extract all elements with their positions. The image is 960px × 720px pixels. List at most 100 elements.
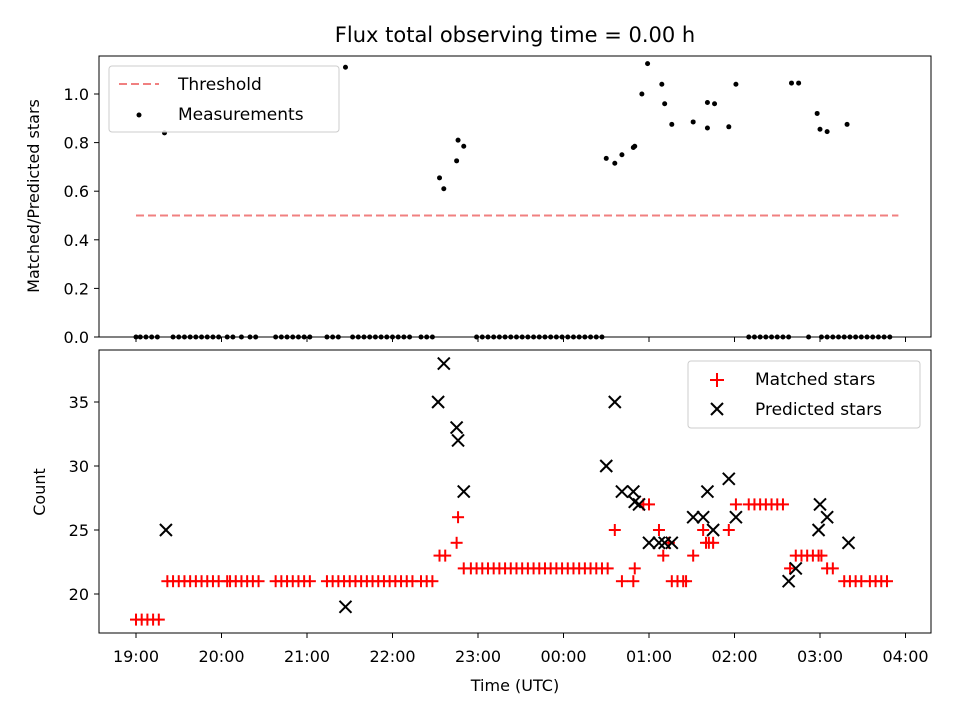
- measurement-point: [437, 175, 443, 181]
- top-y-tick-label: 0.8: [64, 134, 89, 153]
- legend-threshold-label: Threshold: [177, 75, 262, 95]
- matched-point: [880, 575, 893, 588]
- legend-matched-swatch: [710, 373, 724, 387]
- measurement-point: [844, 121, 850, 127]
- measurement-point: [704, 125, 710, 131]
- measurement-point: [645, 61, 651, 67]
- measurement-point: [632, 143, 638, 149]
- predicted-point: [665, 536, 679, 550]
- measurement-point: [726, 124, 732, 130]
- measurement-point: [690, 119, 696, 125]
- legend-predicted-swatch: [710, 402, 724, 416]
- predicted-point: [820, 510, 834, 524]
- matched-point: [652, 524, 665, 536]
- top-y-tick-label: 0.4: [64, 231, 89, 250]
- top-y-ticks: 0.0 0.2 0.4 0.6 0.8 1.0: [64, 85, 99, 347]
- bottom-axes-frame: [98, 349, 932, 634]
- top-y-axis-label: Matched/Predicted stars: [24, 99, 43, 293]
- matched-point: [627, 575, 640, 588]
- predicted-point: [451, 433, 465, 448]
- matched-point: [252, 575, 265, 588]
- measurement-point: [342, 64, 348, 70]
- measurement-point: [603, 155, 609, 161]
- predicted-point: [813, 497, 827, 512]
- matched-point: [152, 613, 165, 626]
- predicted-point: [449, 420, 464, 435]
- measurement-point: [789, 80, 794, 86]
- figure-title: Flux total observing time = 0.00 h: [335, 23, 695, 47]
- bottom-x-tick-label: 00:00: [540, 647, 586, 666]
- bottom-y-tick-label: 30: [69, 457, 89, 476]
- predicted-point: [652, 536, 666, 550]
- matched-point: [784, 562, 797, 575]
- matched-point: [776, 498, 789, 511]
- predicted-point: [615, 484, 629, 499]
- top-y-tick-label: 1.0: [64, 85, 89, 104]
- bottom-y-axis-label: Count: [30, 468, 49, 516]
- predicted-point: [437, 356, 451, 371]
- bottom-y-tick-label: 20: [69, 585, 89, 604]
- predicted-point: [696, 510, 710, 524]
- matched-point: [303, 575, 316, 588]
- predicted-point: [599, 459, 613, 473]
- measurement-point: [796, 80, 802, 86]
- matched-point: [452, 511, 465, 524]
- measurement-point: [824, 129, 830, 135]
- matched-point: [628, 562, 641, 575]
- matched-point: [657, 549, 670, 562]
- bottom-x-tick-label: 03:00: [797, 647, 843, 666]
- predicted-point: [781, 574, 796, 588]
- legend-measurements-label: Measurements: [178, 105, 304, 125]
- predicted-point: [632, 497, 646, 512]
- predicted-point: [706, 523, 720, 537]
- bottom-y-tick-label: 35: [69, 393, 89, 412]
- matched-point: [615, 575, 628, 588]
- predicted-point: [841, 536, 856, 550]
- bottom-x-tick-label: 21:00: [284, 647, 330, 666]
- bottom-x-tick-label: 19:00: [113, 647, 159, 666]
- top-legend-frame: [108, 65, 340, 133]
- measurement-point: [612, 160, 618, 166]
- matched-point: [815, 549, 828, 562]
- bottom-x-tick-label: 02:00: [711, 647, 757, 666]
- measurement-point: [733, 81, 739, 87]
- bottom-x-tick-label: 23:00: [455, 647, 501, 666]
- measurement-point: [639, 91, 645, 97]
- bottom-legend-frame: [687, 360, 921, 429]
- measurement-point: [669, 121, 675, 127]
- predicted-point: [338, 600, 353, 614]
- matched-point: [707, 536, 720, 549]
- bottom-y-ticks: 20 25 30 35: [69, 393, 99, 604]
- predicted-point: [686, 510, 700, 524]
- measurement-point: [454, 158, 460, 164]
- top-y-tick-label: 0.0: [64, 328, 89, 347]
- matched-point: [450, 536, 463, 549]
- matched-point: [722, 524, 735, 536]
- top-legend: Threshold Measurements: [108, 65, 340, 133]
- measurement-point: [461, 143, 467, 149]
- matched-point: [697, 524, 710, 536]
- measurement-point: [712, 101, 718, 107]
- matched-point: [643, 498, 655, 511]
- matched-point: [601, 562, 614, 575]
- top-y-tick-label: 0.6: [64, 182, 89, 201]
- legend-matched-label: Matched stars: [755, 370, 875, 390]
- predicted-point: [608, 395, 622, 409]
- predicted-point: [729, 510, 743, 524]
- bottom-x-tick-label: 04:00: [882, 647, 928, 666]
- measurement-point: [662, 101, 668, 107]
- measurement-point: [619, 152, 625, 158]
- legend-predicted-label: Predicted stars: [755, 400, 882, 420]
- bottom-marks: [130, 356, 893, 626]
- measurement-point: [704, 100, 710, 106]
- matched-point: [680, 575, 693, 588]
- matched-point: [439, 549, 452, 562]
- predicted-point: [457, 484, 471, 499]
- top-axes-frame: [98, 55, 932, 338]
- bottom-x-axis-label: Time (UTC): [470, 676, 559, 695]
- bottom-x-tick-label: 01:00: [626, 647, 672, 666]
- bottom-x-ticks: 19:00 20:00 21:00 22:00 23:00 00:00 01:00 02:00…: [113, 633, 929, 666]
- bottom-y-tick-label: 25: [69, 521, 89, 540]
- measurement-point: [659, 81, 665, 87]
- matched-point: [826, 562, 839, 575]
